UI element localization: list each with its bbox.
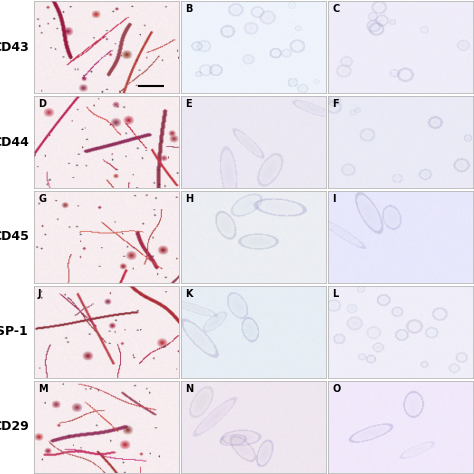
Text: E: E	[185, 99, 192, 109]
Text: N: N	[185, 383, 193, 393]
Text: O: O	[332, 383, 341, 393]
Text: CD45: CD45	[0, 230, 29, 244]
Text: M: M	[38, 383, 48, 393]
Text: CD44: CD44	[0, 136, 29, 148]
Text: I: I	[332, 194, 336, 204]
Text: C: C	[332, 4, 340, 14]
Text: J: J	[38, 289, 42, 299]
Text: L: L	[332, 289, 339, 299]
Text: H: H	[185, 194, 193, 204]
Text: G: G	[38, 194, 46, 204]
Text: CD29: CD29	[0, 420, 29, 433]
Text: K: K	[185, 289, 193, 299]
Text: CD43: CD43	[0, 41, 29, 54]
Text: LSP-1: LSP-1	[0, 326, 29, 338]
Text: D: D	[38, 99, 46, 109]
Text: F: F	[332, 99, 339, 109]
Text: B: B	[185, 4, 192, 14]
